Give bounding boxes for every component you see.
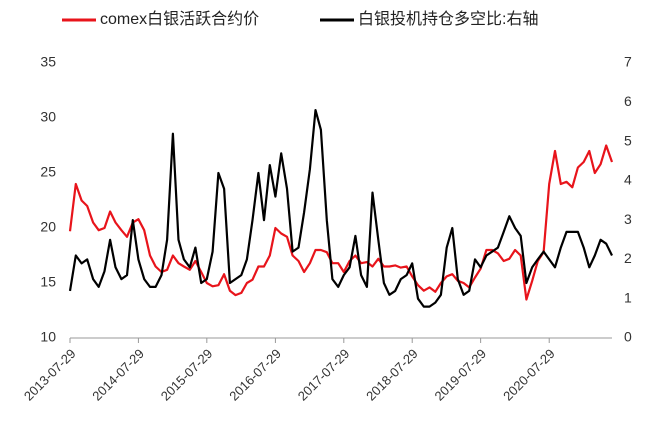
legend-label: comex白银活跃合约价: [100, 10, 259, 28]
y2-tick-label: 4: [624, 172, 632, 188]
x-tick-label: 2019-07-29: [432, 346, 490, 404]
x-tick-label: 2020-07-29: [500, 346, 558, 404]
legend-label: 白银投机持仓多空比:右轴: [358, 10, 538, 28]
y2-tick-label: 7: [624, 54, 632, 70]
series-line: [68, 109, 613, 308]
y2-tick-label: 5: [624, 132, 632, 148]
y2-tick-label: 3: [624, 211, 632, 227]
x-tick-label: 2014-07-29: [89, 346, 147, 404]
x-tick-label: 2016-07-29: [226, 346, 284, 404]
x-tick-label: 2017-07-29: [295, 346, 353, 404]
x-tick-label: 2018-07-29: [363, 346, 421, 404]
x-tick-label: 2013-07-29: [21, 346, 79, 404]
y2-tick-label: 2: [624, 250, 632, 266]
y-tick-label: 35: [40, 54, 56, 70]
y-tick-label: 15: [40, 274, 56, 290]
x-tick-label: 2015-07-29: [158, 346, 216, 404]
series-line: [68, 144, 614, 301]
y-tick-label: 20: [40, 219, 56, 235]
y-tick-label: 30: [40, 109, 56, 125]
y-tick-label: 25: [40, 164, 56, 180]
y2-tick-label: 6: [624, 93, 632, 109]
y2-tick-label: 0: [624, 329, 632, 345]
y-tick-label: 10: [40, 329, 56, 345]
y2-tick-label: 1: [624, 289, 632, 305]
